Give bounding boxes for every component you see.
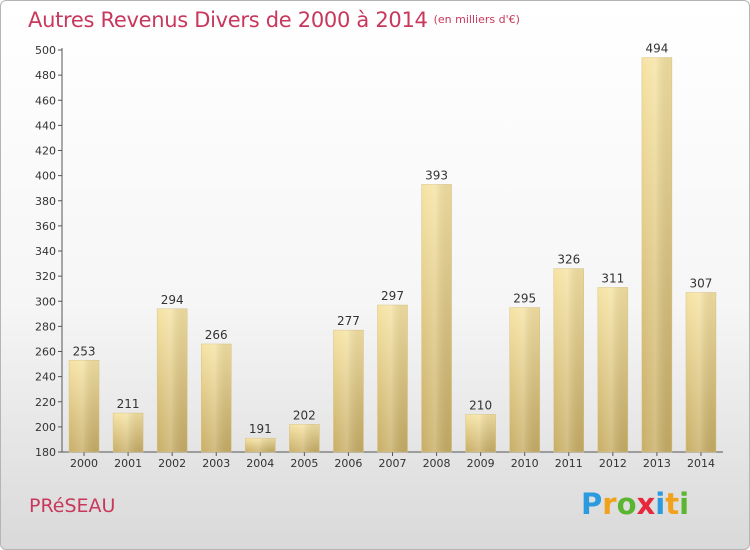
x-tick-label: 2003 [202, 457, 230, 470]
place-name: PRéSEAU [29, 495, 116, 517]
y-tick-label: 220 [35, 396, 56, 409]
x-tick-label: 2011 [555, 457, 583, 470]
x-tick-label: 2006 [334, 457, 362, 470]
y-tick-label: 380 [35, 195, 56, 208]
y-tick-label: 180 [35, 446, 56, 459]
bar-highlight [113, 413, 144, 452]
bar-highlight [201, 343, 232, 452]
bar-value-label: 210 [469, 398, 492, 412]
y-tick-label: 440 [35, 119, 56, 132]
x-tick-label: 2009 [467, 457, 495, 470]
bar-highlight [641, 57, 672, 452]
logo-letter: t [665, 487, 680, 521]
bar-value-label: 191 [249, 422, 272, 436]
bar-highlight [553, 268, 584, 452]
y-tick-label: 260 [35, 346, 56, 359]
x-tick-label: 2008 [423, 457, 451, 470]
axes: 180 200 220 240 260 280 300 320 340 360 380 400 420 4… [35, 44, 723, 470]
bar-highlight [685, 292, 716, 452]
x-tick-label: 2013 [643, 457, 671, 470]
x-tick-label: 2010 [511, 457, 539, 470]
logo-letter: x [636, 487, 656, 521]
y-tick-label: 340 [35, 245, 56, 258]
bar-highlight [289, 424, 320, 452]
bar-highlight [465, 414, 496, 452]
y-tick-label: 480 [35, 69, 56, 82]
bar-value-label: 294 [161, 293, 184, 307]
unit-note: (en milliers d'€) [433, 13, 520, 26]
bar-highlight [245, 438, 276, 452]
bar-value-label: 307 [690, 276, 713, 290]
bar-value-label: 202 [293, 408, 316, 422]
bar-value-label: 253 [73, 344, 96, 358]
bar-value-label: 211 [117, 397, 140, 411]
x-tick-label: 2005 [290, 457, 318, 470]
y-tick-label: 500 [35, 44, 56, 57]
bar-highlight [377, 305, 408, 452]
x-tick-label: 2000 [70, 457, 98, 470]
bar-highlight [69, 360, 100, 452]
y-tick-label: 420 [35, 145, 56, 158]
bar-highlight [509, 307, 540, 452]
bar-value-label: 494 [645, 42, 668, 56]
bar-value-label: 297 [381, 289, 404, 303]
chart-title: Autres Revenus Divers de 2000 à 2014 (en … [28, 8, 520, 32]
x-tick-label: 2002 [158, 457, 186, 470]
y-tick-label: 300 [35, 295, 56, 308]
y-tick-label: 460 [35, 94, 56, 107]
y-tick-label: 400 [35, 170, 56, 183]
logo-letter: i [655, 487, 666, 521]
y-tick-label: 280 [35, 320, 56, 333]
proxiti-logo: Proxiti [581, 487, 689, 521]
x-tick-label: 2012 [599, 457, 627, 470]
x-tick-label: 2004 [246, 457, 274, 470]
bar-highlight [157, 308, 188, 452]
y-tick-label: 320 [35, 270, 56, 283]
bar-value-label: 266 [205, 328, 228, 342]
bar-value-label: 295 [513, 292, 536, 306]
logo-letter: o [616, 487, 637, 521]
chart-title-text: Autres Revenus Divers de 2000 à 2014 [28, 8, 428, 32]
bar-highlight [421, 184, 452, 452]
bar-value-label: 393 [425, 168, 448, 182]
bar-value-label: 311 [601, 271, 624, 285]
y-tick-label: 240 [35, 371, 56, 384]
x-tick-label: 2014 [687, 457, 715, 470]
bar-highlight [597, 287, 628, 452]
logo-letter: r [602, 487, 617, 521]
bar-highlight [333, 330, 364, 452]
bar-value-label: 277 [337, 314, 360, 328]
logo-letter: i [679, 487, 690, 521]
y-tick-label: 360 [35, 220, 56, 233]
x-tick-label: 2001 [114, 457, 142, 470]
x-tick-label: 2007 [379, 457, 407, 470]
bar-value-label: 326 [557, 253, 580, 267]
logo-letter: P [581, 487, 603, 521]
y-tick-label: 200 [35, 421, 56, 434]
bars: 253 211 294 266 191 202 277 297 393 210 295 326 311 4… [68, 42, 717, 453]
